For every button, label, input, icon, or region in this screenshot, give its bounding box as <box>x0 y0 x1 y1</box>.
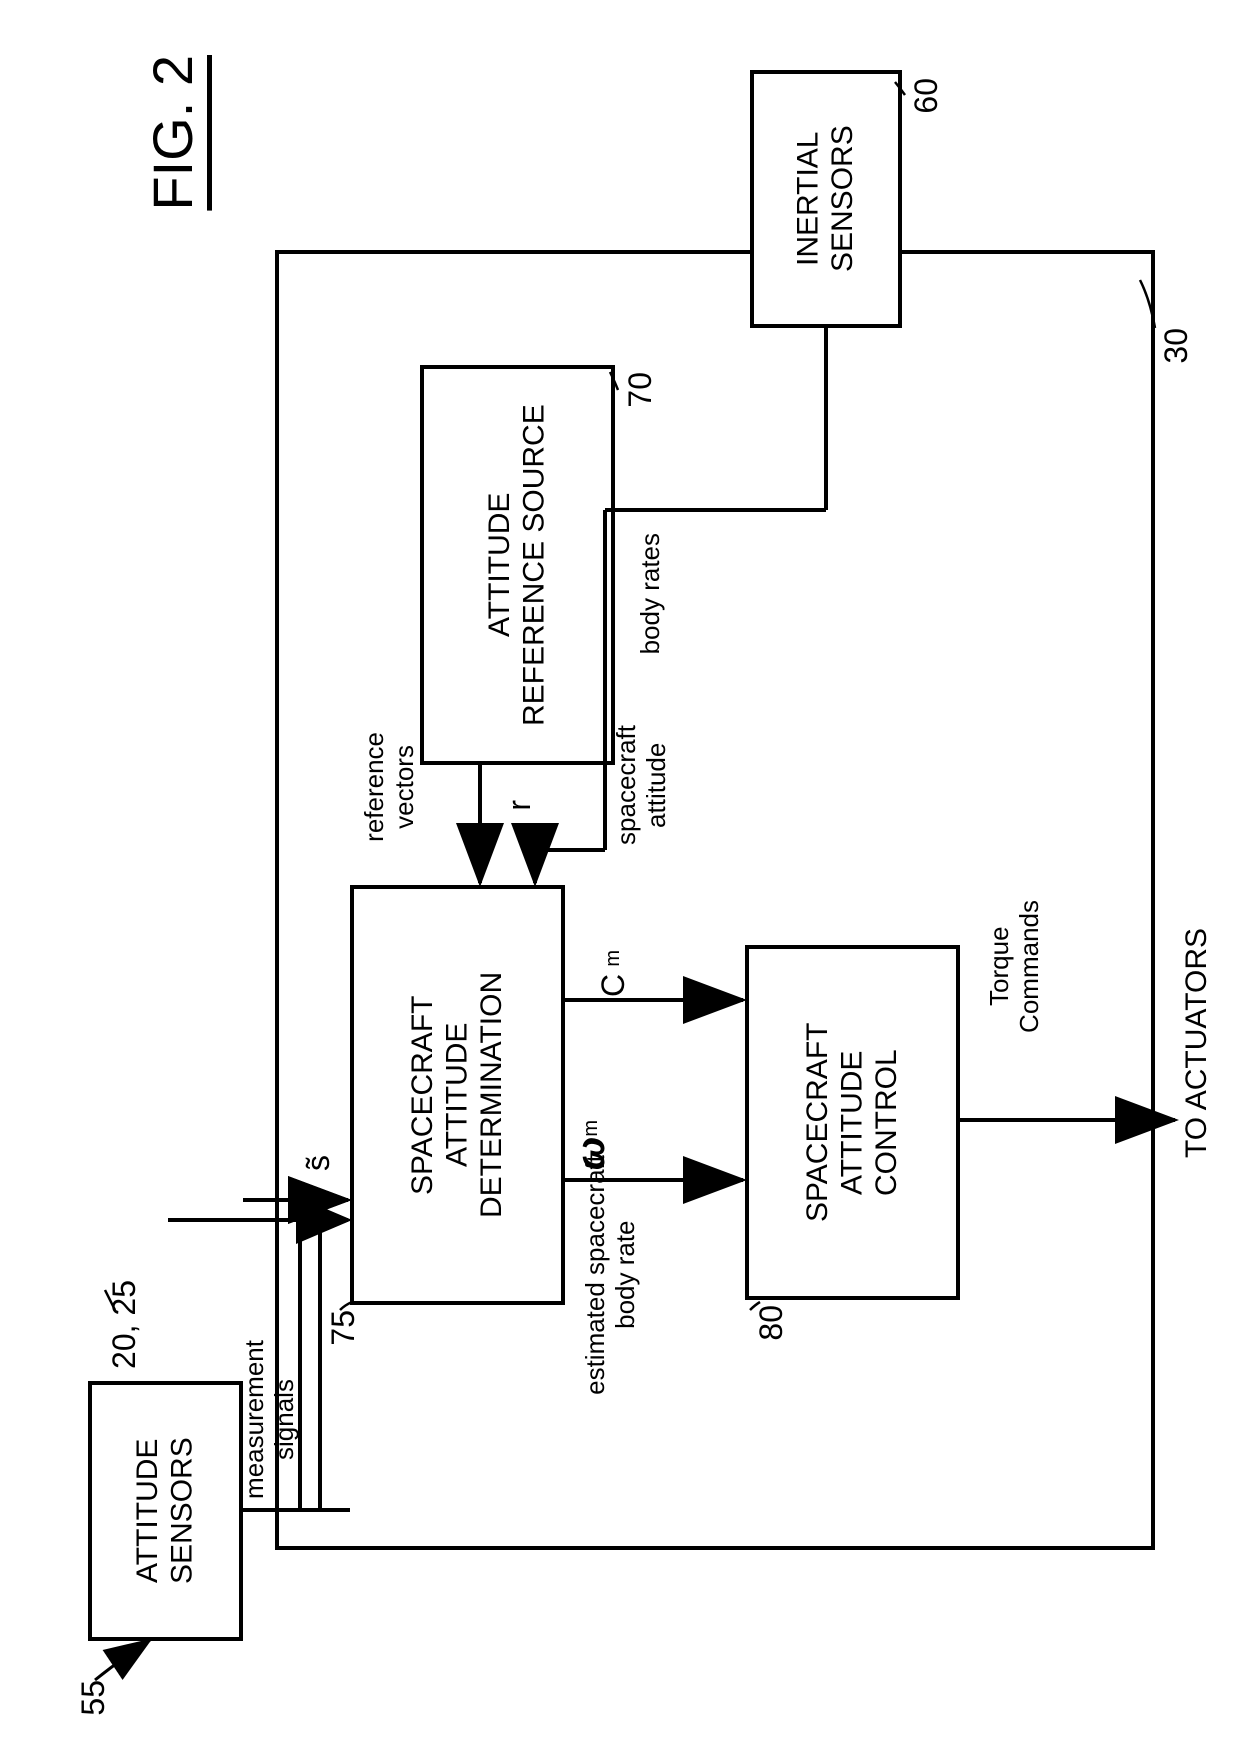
attitude-ref-source-box: ATTITUDE REFERENCE SOURCE <box>420 365 615 765</box>
torque-commands-label: Torque Commands <box>985 900 1045 1033</box>
spacecraft-attitude-label: spacecraft attitude <box>612 725 672 845</box>
attitude-control-box: SPACECRAFT ATTITUDE CONTROL <box>745 945 960 1300</box>
measurement-signals-label: measurement signals <box>240 1340 300 1499</box>
ref-20-25: 20, 25 <box>106 1280 143 1369</box>
ref-80: 80 <box>753 1305 790 1341</box>
diagram: FIG. 2 30 ATTITUDE SENSORS 20, 25 INERTI… <box>0 0 1240 1741</box>
to-actuators-label: TO ACTUATORS <box>1180 928 1215 1158</box>
ref-55: 55 <box>75 1680 112 1716</box>
attitude-control-label: SPACECRAFT ATTITUDE CONTROL <box>801 1023 905 1222</box>
c-m-symbol: C m <box>595 950 632 997</box>
attitude-sensors-box: ATTITUDE SENSORS <box>88 1381 243 1641</box>
ref-70: 70 <box>622 372 659 408</box>
ref-60: 60 <box>908 78 945 114</box>
figure-title: FIG. 2 <box>140 55 205 211</box>
attitude-sensors-label: ATTITUDE SENSORS <box>131 1438 200 1585</box>
attitude-ref-source-label: ATTITUDE REFERENCE SOURCE <box>483 404 552 726</box>
inertial-sensors-label: INERTIAL SENSORS <box>792 126 861 273</box>
ref-30: 30 <box>1158 328 1195 364</box>
s-tilde-symbol: s̃ <box>300 1155 337 1171</box>
r-symbol: r <box>501 800 538 811</box>
attitude-determination-label: SPACECRAFT ATTITUDE DETERMINATION <box>406 972 510 1218</box>
estimated-rate-label: estimated spacecraft body rate <box>581 1155 641 1395</box>
inertial-sensors-box: INERTIAL SENSORS <box>750 70 902 328</box>
body-rates-label: body rates <box>636 533 666 654</box>
attitude-determination-box: SPACECRAFT ATTITUDE DETERMINATION <box>350 885 565 1305</box>
reference-vectors-label: reference vectors <box>360 732 420 842</box>
omega-m-symbol: ωm <box>568 1120 614 1170</box>
ref-75: 75 <box>325 1310 362 1346</box>
